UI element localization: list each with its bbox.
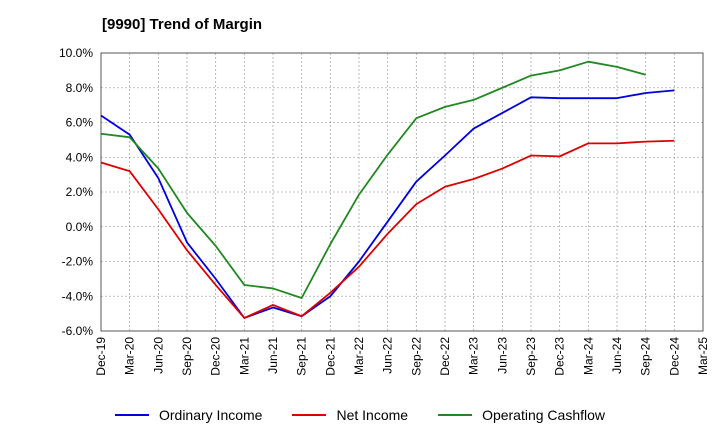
x-tick-label: Sep-23 bbox=[524, 337, 538, 376]
x-tick-label: Jun-21 bbox=[266, 337, 280, 374]
grid-lines bbox=[100, 52, 704, 332]
y-tick-label: 0.0% bbox=[66, 220, 94, 234]
x-tick-label: Jun-23 bbox=[495, 337, 509, 374]
y-tick-label: 2.0% bbox=[66, 185, 94, 199]
legend-label: Operating Cashflow bbox=[482, 407, 606, 423]
x-tick-label: Mar-25 bbox=[696, 337, 710, 375]
x-tick-label: Dec-24 bbox=[667, 337, 681, 376]
chart-title: [9990] Trend of Margin bbox=[102, 16, 263, 33]
x-tick-label: Dec-22 bbox=[438, 337, 452, 376]
x-tick-label: Sep-20 bbox=[180, 337, 194, 376]
y-tick-label: 8.0% bbox=[66, 81, 94, 95]
x-tick-label: Sep-24 bbox=[639, 337, 653, 376]
x-tick-label: Mar-24 bbox=[581, 337, 595, 375]
legend-item-net-income: Net Income bbox=[292, 407, 408, 423]
legend-item-operating-cashflow: Operating Cashflow bbox=[438, 407, 605, 423]
x-tick-label: Sep-22 bbox=[409, 337, 423, 376]
legend: Ordinary Income Net Income Operating Cas… bbox=[0, 404, 720, 426]
x-tick-label: Dec-20 bbox=[209, 337, 223, 376]
y-axis-tick-labels: 10.0% 8.0% 6.0% 4.0% 2.0% 0.0% -2.0% -4.0% -6.0% bbox=[59, 46, 93, 338]
x-tick-label: Dec-21 bbox=[323, 337, 337, 376]
y-tick-label: 6.0% bbox=[66, 116, 94, 130]
x-tick-label: Mar-22 bbox=[352, 337, 366, 375]
x-tick-label: Dec-23 bbox=[553, 337, 567, 376]
x-tick-label: Dec-19 bbox=[94, 337, 108, 376]
x-tick-label: Jun-24 bbox=[610, 337, 624, 374]
series-line-operating-cashflow bbox=[100, 60, 646, 299]
x-tick-label: Mar-21 bbox=[237, 337, 251, 375]
x-tick-label: Mar-23 bbox=[467, 337, 481, 375]
legend-swatch-ordinary-income bbox=[114, 414, 149, 416]
legend-swatch-operating-cashflow bbox=[438, 414, 473, 416]
series-line-ordinary-income bbox=[100, 89, 675, 319]
x-tick-label: Jun-20 bbox=[151, 337, 165, 374]
x-tick-label: Mar-20 bbox=[123, 337, 137, 375]
y-tick-label: -2.0% bbox=[62, 255, 94, 269]
series-lines bbox=[100, 60, 675, 319]
x-tick-label: Jun-22 bbox=[381, 337, 395, 374]
y-tick-label: -6.0% bbox=[62, 324, 94, 338]
legend-label: Ordinary Income bbox=[158, 407, 263, 423]
x-axis-tick-labels: Dec-19 Mar-20 Jun-20 Sep-20 Dec-20 Mar-21 Jun-… bbox=[94, 337, 710, 376]
plot-frame bbox=[100, 52, 704, 332]
legend-item-ordinary-income: Ordinary Income bbox=[114, 407, 263, 423]
series-line-net-income bbox=[100, 139, 675, 319]
axes bbox=[100, 52, 704, 332]
legend-label: Net Income bbox=[336, 407, 409, 423]
x-tick-label: Sep-21 bbox=[295, 337, 309, 376]
legend-swatch-net-income bbox=[292, 414, 327, 416]
y-tick-label: 10.0% bbox=[59, 46, 93, 60]
y-tick-label: -4.0% bbox=[62, 289, 94, 303]
y-tick-label: 4.0% bbox=[66, 150, 94, 164]
